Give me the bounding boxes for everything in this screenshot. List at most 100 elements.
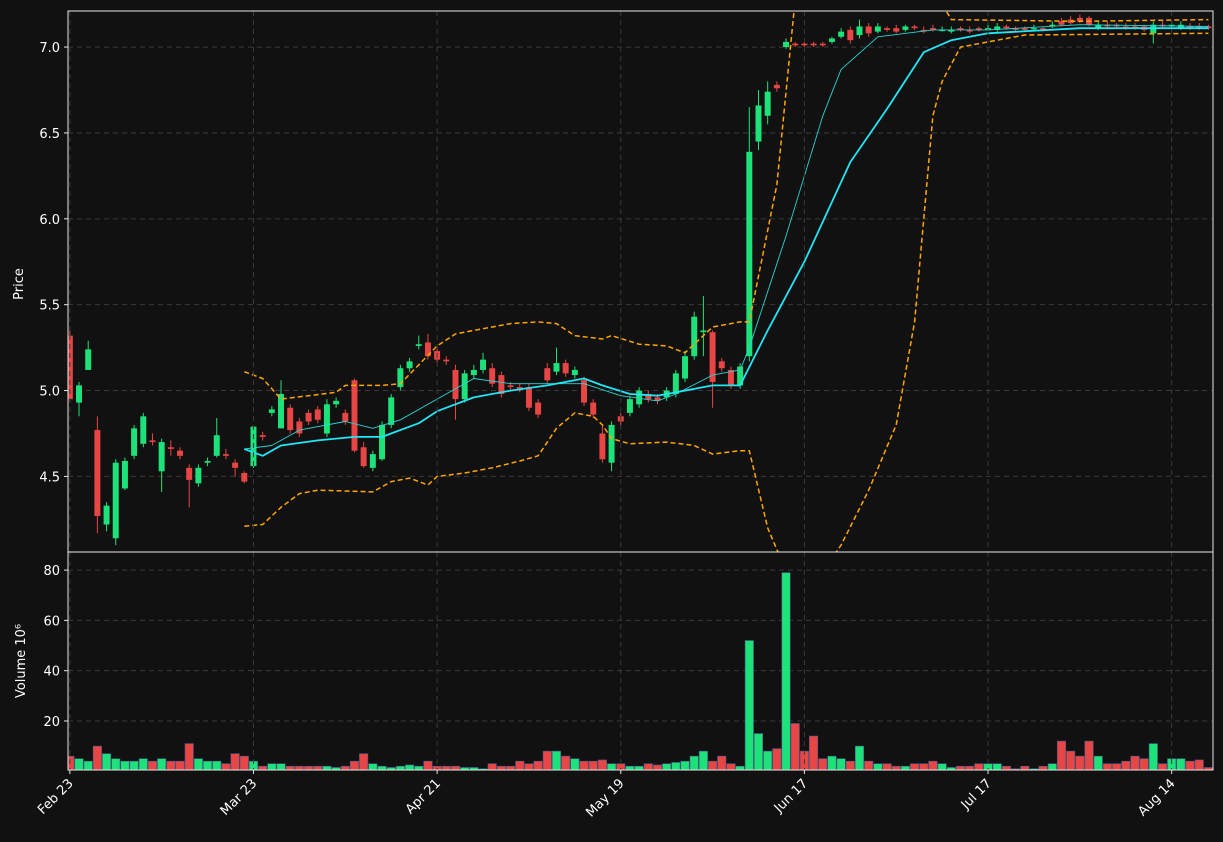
volume-bar	[68, 755, 75, 770]
plot-area	[68, 572, 1213, 770]
candle-body	[314, 409, 321, 420]
candle-body	[259, 435, 266, 437]
candle-body	[131, 428, 138, 456]
volume-bar	[120, 760, 130, 770]
volume-bar	[304, 765, 314, 770]
moving-average	[244, 24, 1209, 450]
volume-bar	[423, 760, 433, 770]
candle-body	[810, 43, 817, 46]
candle-body	[112, 462, 119, 539]
candle-body	[957, 28, 964, 30]
volume-bar	[138, 758, 148, 770]
volume-bar	[634, 765, 644, 770]
volume-bar	[157, 758, 167, 770]
volume-bar	[1121, 760, 1131, 770]
volume-bar	[102, 753, 112, 770]
volume-bar	[974, 763, 984, 770]
candle-body	[461, 373, 468, 400]
volume-bar	[322, 765, 332, 770]
volume-bar	[744, 640, 754, 770]
candle-body	[85, 349, 92, 370]
volume-bar	[689, 755, 699, 770]
candle-body	[746, 151, 753, 357]
volume-bar	[193, 758, 203, 770]
candle-body	[801, 43, 808, 46]
volume-bar	[671, 762, 681, 770]
candle-body	[379, 424, 386, 460]
candle-body	[507, 385, 514, 388]
volume-bar	[625, 765, 635, 770]
volume-bar	[368, 763, 378, 770]
volume-bar	[708, 760, 718, 770]
candle-body	[700, 330, 707, 333]
volume-bar	[184, 743, 194, 770]
y-tick-label: 5.0	[39, 385, 60, 400]
volume-bar	[1029, 768, 1039, 770]
volume-bar	[175, 760, 185, 770]
y-tick-label: 80	[43, 564, 60, 579]
volume-bar	[946, 767, 956, 770]
candle-body	[929, 28, 936, 30]
volume-bar	[992, 763, 1002, 770]
volume-frame	[67, 551, 1214, 771]
candle-body	[865, 26, 872, 34]
volume-bar	[359, 753, 369, 770]
band-line	[244, 11, 1209, 400]
candle-body	[480, 359, 487, 370]
candle-body	[581, 380, 588, 403]
price-axis-label: Price	[12, 268, 27, 300]
volume-bar	[1038, 765, 1048, 770]
volume-bar	[267, 763, 277, 770]
candle-body	[149, 440, 156, 443]
candle-body	[975, 28, 982, 30]
candle-body	[792, 43, 799, 46]
volume-bar	[506, 765, 516, 770]
candle-body	[718, 361, 725, 369]
candle-body	[204, 460, 211, 463]
candle-body	[608, 424, 615, 463]
volume-bar	[763, 750, 773, 770]
volume-bar	[285, 765, 295, 770]
candle-body	[388, 397, 395, 425]
candle-body	[553, 363, 560, 372]
candle-body	[94, 430, 101, 516]
volume-bar	[147, 760, 157, 770]
volume-bar	[230, 753, 240, 770]
volume-bar	[680, 760, 690, 770]
volume-bar	[965, 765, 975, 770]
candle-body	[296, 421, 303, 434]
moving-average	[243, 27, 1209, 457]
volume-bar	[643, 763, 653, 770]
candle-body	[424, 342, 431, 357]
volume-bar	[726, 763, 736, 770]
candle-body	[654, 397, 661, 401]
candle-body	[838, 31, 845, 37]
volume-bar	[662, 763, 672, 770]
volume-bar	[129, 760, 139, 770]
candle-body	[828, 38, 835, 42]
volume-bar	[717, 755, 727, 770]
candle-body	[452, 369, 459, 400]
candle-body	[884, 28, 891, 30]
volume-bar	[239, 755, 249, 770]
volume-bar	[524, 763, 534, 770]
candle-body	[397, 368, 404, 388]
candle-body	[727, 369, 734, 386]
volume-bar	[781, 572, 791, 770]
volume-bar	[900, 765, 910, 770]
volume-bar	[1176, 758, 1186, 770]
volume-bar	[1194, 759, 1204, 770]
candle-body	[571, 369, 578, 376]
candle-body	[819, 43, 826, 46]
volume-bar	[377, 765, 387, 770]
volume-bar	[809, 735, 819, 770]
y-tick-label: 6.5	[39, 127, 60, 142]
candle-body	[1205, 26, 1212, 29]
volume-bar	[92, 745, 102, 770]
volume-bar	[1084, 740, 1094, 770]
candle-body	[948, 29, 955, 32]
candle-body	[1012, 28, 1019, 30]
candle-body	[369, 454, 376, 468]
volume-bar	[1093, 755, 1103, 770]
volume-bar	[1056, 740, 1067, 770]
